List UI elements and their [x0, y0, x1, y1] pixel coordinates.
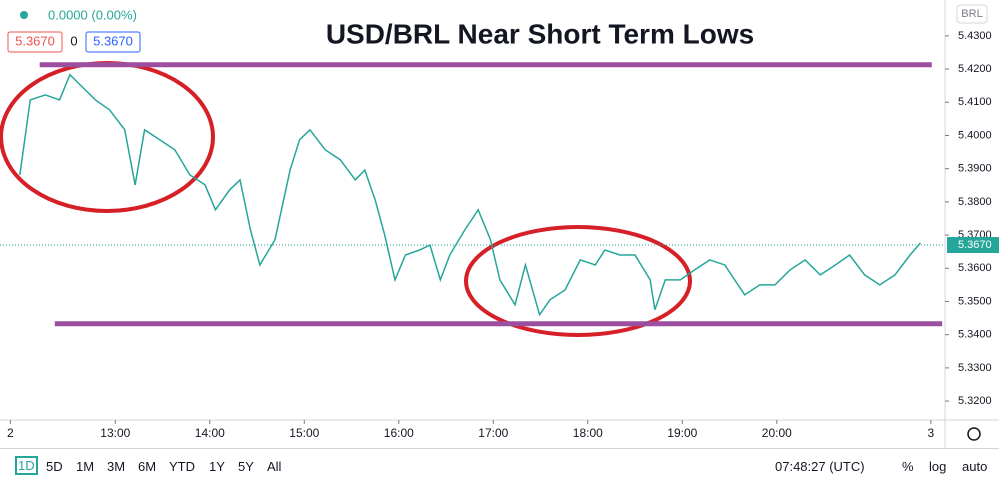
bid-box — [7, 31, 63, 53]
ellipse-annotation — [0, 61, 215, 213]
y-tick-label: 5.3400 — [958, 329, 992, 341]
chart: USD/BRL Near Short Term Lows BRL 0.0000 … — [0, 0, 999, 448]
x-tick-label: 18:00 — [573, 426, 603, 440]
y-tick-label: 5.3800 — [958, 196, 992, 208]
x-tick-label: 20:00 — [762, 426, 792, 440]
y-tick-label: 5.3300 — [958, 362, 992, 374]
y-tick-label: 5.3500 — [958, 295, 992, 307]
change: 0.0000 (0.00%) — [48, 7, 137, 22]
x-tick-label: 2 — [7, 426, 14, 440]
last-price-label: 5.3670 — [958, 239, 992, 251]
range-button[interactable]: 1D — [15, 456, 38, 475]
ask: 5.3670 — [93, 33, 133, 48]
x-tick-label: 13:00 — [100, 426, 130, 440]
range-button[interactable]: 3M — [107, 459, 126, 474]
x-tick-label: 16:00 — [384, 426, 414, 440]
y-tick-label: 5.3200 — [958, 395, 992, 407]
ellipse-annotation — [464, 225, 692, 337]
toolbar: 1D 5D 1M 3M 6M YTD 1Y 5Y All 07:48:27 (UTC)% log au… — [0, 448, 999, 484]
y-tick-label: 5.4000 — [958, 129, 992, 141]
x-tick-label: 19:00 — [667, 426, 697, 440]
ask-box — [85, 31, 141, 53]
bid: 5.3670 — [15, 33, 55, 48]
range-button[interactable]: 5D — [46, 459, 63, 474]
range-button[interactable]: 6M — [138, 459, 157, 474]
spread: 0 — [70, 33, 77, 48]
y-tick-label: 5.3600 — [958, 262, 992, 274]
range-button[interactable]: All — [267, 459, 282, 474]
chart-title: USD/BRL Near Short Term Lows — [326, 18, 754, 49]
currency: BRL — [961, 8, 982, 20]
y-tick-label: 5.3900 — [958, 163, 992, 175]
settings-icon[interactable] — [967, 427, 981, 441]
x-tick-label: 17:00 — [478, 426, 508, 440]
price-line — [19, 73, 921, 317]
last-price-box — [947, 237, 999, 254]
range-button[interactable]: YTD — [169, 459, 195, 474]
clock: 07:48:27 (UTC) — [775, 459, 865, 474]
y-tick-label: 5.4300 — [958, 30, 992, 42]
option-button[interactable]: auto — [962, 459, 988, 474]
currency-box — [956, 4, 988, 24]
status-dot — [20, 11, 28, 19]
option-button[interactable]: % — [902, 459, 914, 474]
x-tick-label: 15:00 — [289, 426, 319, 440]
y-tick-label: 5.4200 — [958, 63, 992, 75]
option-button[interactable]: log — [929, 459, 947, 474]
x-tick-label: 3 — [927, 426, 934, 440]
range-button[interactable]: 1M — [76, 459, 95, 474]
range-button[interactable]: 1Y — [209, 459, 225, 474]
x-tick-label: 14:00 — [195, 426, 225, 440]
y-tick-label: 5.4100 — [958, 96, 992, 108]
range-button[interactable]: 5Y — [238, 459, 254, 474]
